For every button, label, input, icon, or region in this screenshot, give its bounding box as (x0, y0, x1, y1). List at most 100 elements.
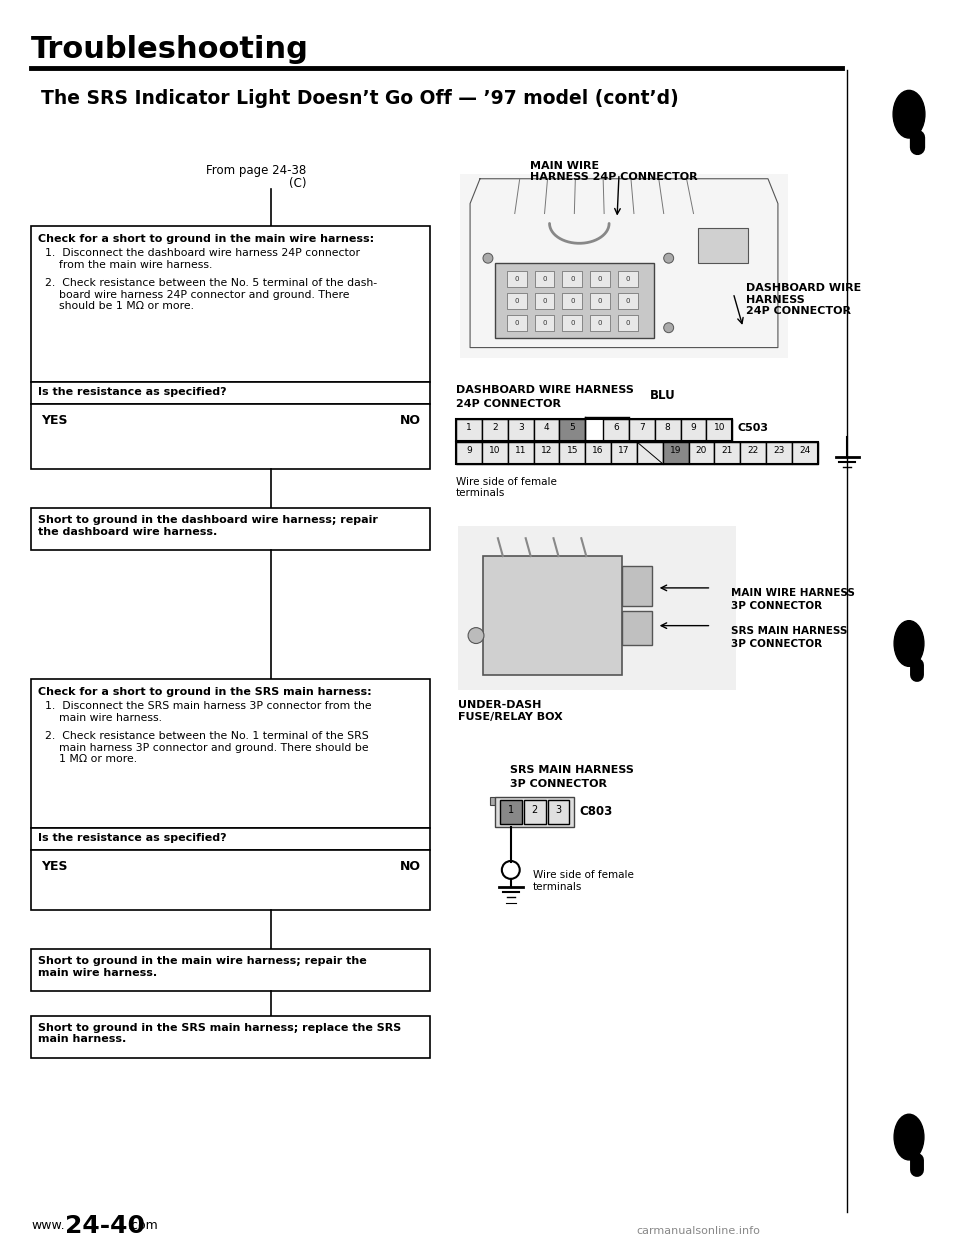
Text: Short to ground in the main wire harness; repair the
main wire harness.: Short to ground in the main wire harness… (38, 956, 367, 977)
Bar (508, 442, 534, 463)
Text: 0: 0 (542, 319, 547, 325)
Text: 0: 0 (515, 298, 519, 304)
Text: 0: 0 (515, 276, 519, 282)
Text: 1.  Disconnect the dashboard wire harness 24P connector
    from the main wire h: 1. Disconnect the dashboard wire harness… (45, 248, 360, 270)
Bar (482, 419, 508, 441)
Bar (714, 442, 740, 463)
Text: 1: 1 (508, 805, 514, 816)
Text: 0: 0 (626, 319, 630, 325)
Text: SRS MAIN HARNESS: SRS MAIN HARNESS (732, 626, 848, 636)
Bar (766, 442, 792, 463)
Bar (603, 419, 629, 441)
Text: 6: 6 (613, 424, 619, 432)
Bar (507, 271, 527, 287)
Text: 0: 0 (598, 276, 603, 282)
Bar (636, 442, 662, 463)
Bar (500, 800, 521, 825)
Bar (618, 271, 637, 287)
Text: Is the resistance as specified?: Is the resistance as specified? (38, 388, 227, 397)
Bar (622, 566, 652, 606)
Text: 24: 24 (799, 446, 810, 455)
Bar (618, 293, 637, 309)
Text: 20: 20 (696, 446, 708, 455)
Text: 22: 22 (748, 446, 758, 455)
Bar (495, 797, 574, 827)
Ellipse shape (894, 1114, 924, 1160)
Bar (563, 293, 583, 309)
Text: 1: 1 (467, 424, 472, 432)
Bar (507, 314, 527, 330)
Text: C803: C803 (579, 805, 612, 818)
Bar (31, 828, 430, 850)
Bar (535, 314, 555, 330)
Bar (482, 442, 508, 463)
Bar (31, 679, 430, 828)
Bar (612, 442, 636, 463)
Circle shape (663, 323, 674, 333)
Bar (524, 800, 545, 825)
Text: 0: 0 (570, 276, 575, 282)
Text: Wire side of female
terminals: Wire side of female terminals (456, 477, 557, 498)
Text: 3: 3 (517, 424, 523, 432)
Bar (586, 442, 612, 463)
Bar (560, 442, 586, 463)
Bar (792, 442, 818, 463)
Bar (618, 314, 637, 330)
Text: 1.  Disconnect the SRS main harness 3P connector from the
    main wire harness.: 1. Disconnect the SRS main harness 3P co… (45, 702, 372, 723)
Bar (31, 1016, 430, 1058)
Text: 19: 19 (670, 446, 682, 455)
Bar (535, 271, 555, 287)
Bar (547, 800, 569, 825)
Bar (31, 226, 430, 383)
Text: Check for a short to ground in the main wire harness:: Check for a short to ground in the main … (38, 235, 374, 245)
Text: C503: C503 (737, 424, 768, 433)
Text: Short to ground in the dashboard wire harness; repair
the dashboard wire harness: Short to ground in the dashboard wire ha… (38, 515, 378, 537)
Bar (31, 949, 430, 991)
Text: 8: 8 (665, 424, 671, 432)
Text: 10: 10 (713, 424, 725, 432)
Bar (563, 271, 583, 287)
Text: 2: 2 (492, 424, 497, 432)
Ellipse shape (893, 91, 924, 138)
Bar (688, 442, 714, 463)
Text: 16: 16 (592, 446, 604, 455)
Text: BLU: BLU (650, 389, 676, 402)
Text: 2: 2 (532, 805, 538, 816)
Circle shape (483, 253, 492, 263)
Bar (699, 229, 748, 263)
Bar (534, 442, 560, 463)
Bar (707, 419, 732, 441)
Circle shape (663, 253, 674, 263)
Text: YES: YES (41, 859, 67, 873)
Text: 3P CONNECTOR: 3P CONNECTOR (732, 638, 823, 648)
Bar (590, 293, 611, 309)
Text: UNDER-DASH: UNDER-DASH (458, 700, 541, 710)
Text: 0: 0 (542, 298, 547, 304)
Bar (31, 508, 430, 550)
Text: .com: .com (128, 1220, 158, 1232)
Bar (534, 419, 560, 441)
Text: 0: 0 (515, 319, 519, 325)
Text: carmanualsonline.info: carmanualsonline.info (636, 1226, 760, 1237)
Bar (460, 174, 788, 358)
Text: From page 24-38: From page 24-38 (206, 164, 306, 176)
Bar (456, 419, 482, 441)
Text: 0: 0 (626, 298, 630, 304)
Bar (681, 419, 707, 441)
Text: 24P CONNECTOR: 24P CONNECTOR (456, 399, 562, 409)
Bar (507, 293, 527, 309)
Text: SRS MAIN HARNESS: SRS MAIN HARNESS (510, 765, 634, 775)
Text: 0: 0 (626, 276, 630, 282)
Bar (31, 850, 430, 909)
Text: Wire side of female
terminals: Wire side of female terminals (533, 869, 634, 892)
Bar (563, 314, 583, 330)
Bar (483, 556, 622, 676)
Bar (495, 263, 654, 338)
Text: 2.  Check resistance between the No. 5 terminal of the dash-
    board wire harn: 2. Check resistance between the No. 5 te… (45, 278, 377, 312)
Text: 0: 0 (570, 298, 575, 304)
Text: 12: 12 (540, 446, 552, 455)
Bar (535, 293, 555, 309)
Bar (740, 442, 766, 463)
Text: 0: 0 (570, 319, 575, 325)
Text: 24-40: 24-40 (65, 1213, 145, 1237)
